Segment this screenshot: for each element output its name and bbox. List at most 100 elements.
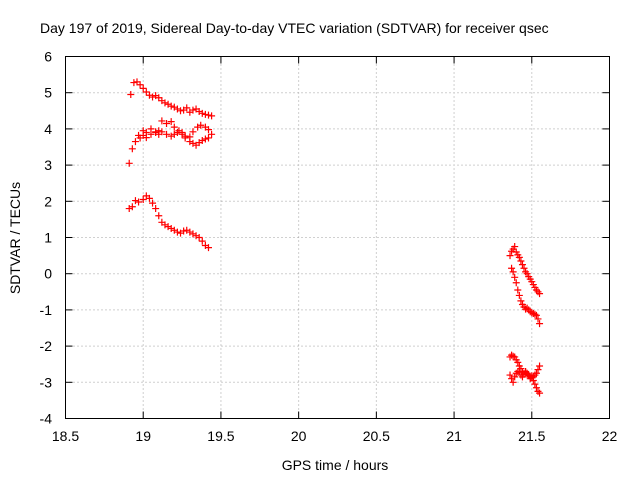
data-point [173,105,181,113]
data-point [173,228,181,236]
data-point [531,380,539,388]
data-point [517,257,525,265]
data-point [515,291,523,299]
x-tick-label: 19.5 [207,428,234,444]
series-track-b [125,117,216,167]
data-point [534,315,542,323]
data-point [186,228,194,236]
data-point [136,81,144,89]
data-point [125,205,133,213]
data-point [152,129,160,137]
data-point [149,93,157,101]
data-point [183,104,191,112]
data-point [512,279,520,287]
data-point [128,203,136,211]
x-tick-label: 21.5 [518,428,545,444]
data-point [158,128,166,136]
data-point [536,362,544,370]
data-point [192,232,200,240]
data-point [195,234,203,241]
data-points [125,78,544,397]
x-tick-label: 21 [446,428,462,444]
data-point [170,123,178,131]
data-point [152,205,160,213]
data-point [536,320,544,328]
data-point [514,286,522,294]
series-track-h [506,367,544,397]
series-track-f [508,264,544,328]
y-tick-label: 4 [44,121,52,137]
data-point [532,384,540,392]
data-point [167,224,175,232]
data-point [508,264,516,272]
data-point [522,305,530,313]
data-point [155,212,163,220]
data-point [532,311,540,319]
data-point [161,99,169,107]
data-point [131,197,139,205]
data-point [170,130,178,138]
x-tick-label: 22 [602,428,618,444]
data-point [163,130,171,138]
data-point [529,376,537,384]
data-point [189,230,197,238]
data-point [170,226,178,234]
data-point [201,135,209,143]
data-point [167,118,175,126]
data-point [536,389,544,397]
data-point [145,194,153,202]
x-tick-label: 20 [291,428,307,444]
data-point [208,130,216,138]
y-tick-label: -4 [40,411,53,427]
data-point [177,107,185,115]
x-tick-label: 18.5 [52,428,79,444]
data-point [198,237,206,245]
data-point [127,91,135,99]
data-point [534,387,542,395]
data-point [509,268,517,276]
y-tick-label: 5 [44,85,52,101]
data-point [180,227,188,235]
data-point [158,117,166,125]
data-point [208,112,216,120]
data-point [178,130,186,138]
data-point [164,223,172,231]
y-tick-label: -2 [40,338,53,354]
data-point [189,106,197,114]
data-point [198,136,206,144]
series-track-d [125,192,212,252]
data-point [167,132,175,140]
data-point [528,309,536,317]
data-point [534,366,542,374]
y-tick-label: -3 [40,374,53,390]
data-point [515,253,523,261]
x-tick-label: 20.5 [363,428,390,444]
data-point [511,243,519,251]
data-point [145,91,153,99]
data-point [531,310,539,318]
data-point [511,373,519,381]
data-point [181,134,189,142]
y-tick-label: 0 [44,266,52,282]
data-point [518,261,526,269]
data-point [536,290,544,298]
data-point [189,139,197,147]
y-tick-labels: -4 -3 -2 -1 0 1 2 3 4 5 6 [40,49,53,427]
data-point [164,100,172,108]
series-track-a [127,78,216,120]
data-point [198,109,206,117]
data-point [139,195,147,203]
data-point [201,110,209,118]
y-tick-label: 6 [44,49,52,65]
data-point [514,358,522,366]
data-point [204,244,212,252]
x-axis-label: GPS time / hours [282,457,389,473]
y-tick-label: -1 [40,302,53,318]
grid-lines [65,56,610,419]
data-point [125,159,133,167]
data-point [204,111,212,119]
data-point [506,252,514,260]
data-point [183,226,191,234]
y-tick-label: 1 [44,230,52,246]
